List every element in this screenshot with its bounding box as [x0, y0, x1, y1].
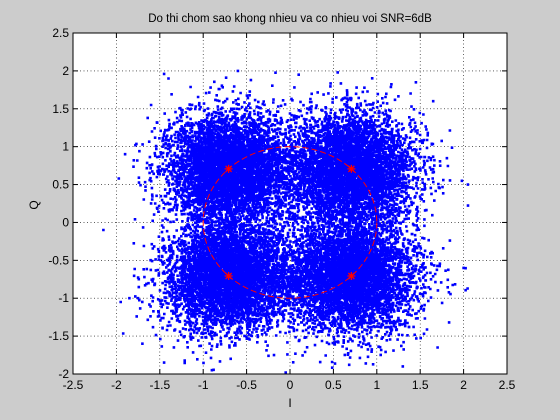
reference-circle-layer [202, 146, 378, 299]
y-tick-label: 2.5 [52, 26, 69, 40]
y-axis-label: Q [27, 200, 41, 209]
x-tick-label: -1.5 [149, 378, 170, 392]
ideal-constellation-layer [224, 164, 356, 281]
tick-labels: -2.5 -2 -1.5 -1 -0.5 0 0.5 1 1.5 2 2.5-2-1.5-1-0.5… [48, 26, 515, 392]
y-tick-label: 1 [62, 140, 69, 154]
y-tick-label: 0.5 [52, 178, 69, 192]
y-tick-label: -1 [58, 291, 69, 305]
x-tick-label: 0 [287, 378, 294, 392]
axes-box [72, 32, 508, 375]
y-tick-label: -2 [58, 367, 69, 381]
x-tick-label: -2.5 [63, 378, 84, 392]
noisy-constellation-points [102, 69, 470, 374]
reference-circle [202, 146, 378, 299]
y-tick-label: 2 [62, 64, 69, 78]
x-tick-label: 1.5 [412, 378, 429, 392]
x-tick-label: 2 [460, 378, 467, 392]
ideal-point-star [224, 272, 233, 281]
x-tick-label: 2.5 [499, 378, 516, 392]
x-tick-label: -1 [198, 378, 209, 392]
y-tick-label: 0 [62, 215, 69, 229]
x-tick-label: -0.5 [236, 378, 257, 392]
x-tick-label: 0.5 [325, 378, 342, 392]
noisy-points-path [102, 69, 470, 374]
ideal-point-star [224, 164, 233, 173]
chart-title: Do thi chom sao khong nhieu va co nhieu … [148, 13, 432, 25]
x-tick-label: -2 [111, 378, 122, 392]
y-tick-label: -0.5 [48, 253, 69, 267]
x-axis-label: I [288, 396, 291, 410]
x-tick-label: 1 [373, 378, 380, 392]
y-tick-label: -1.5 [48, 329, 69, 343]
y-tick-label: 1.5 [52, 102, 69, 116]
ideal-point-star [347, 164, 356, 173]
ideal-point-star [347, 272, 356, 281]
